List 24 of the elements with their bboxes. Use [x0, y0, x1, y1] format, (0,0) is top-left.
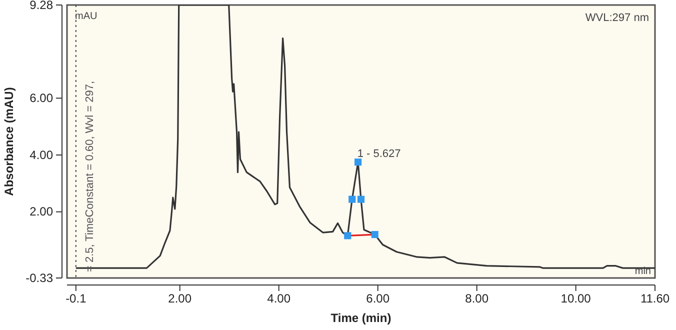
annotation: = 2.5, TimeConstant = 0.60, Wvl = 297,	[84, 80, 96, 272]
annotation: min	[634, 266, 651, 277]
y-tick-label: 4.00	[30, 148, 54, 162]
x-tick-label: 6.00	[366, 292, 390, 306]
point	[348, 196, 356, 203]
point	[354, 158, 362, 166]
x-tick-label: 4.00	[267, 292, 291, 306]
point	[371, 231, 378, 238]
x-tick-label: 10.00	[560, 292, 592, 306]
y-tick-label: 6.00	[30, 91, 54, 106]
y-tick-label: 9.28	[30, 0, 54, 12]
x-tick-label: 2.00	[168, 292, 192, 306]
x-tick-label: 8.00	[465, 292, 489, 306]
annotation: mAU	[75, 11, 98, 22]
point	[357, 196, 365, 203]
x-tick-label: -0.1	[66, 292, 87, 306]
y-tick-label: -0.33	[26, 270, 54, 285]
x-axis-title: Time (min)	[330, 311, 392, 325]
point	[344, 232, 352, 240]
annotation: WVL:297 nm	[585, 12, 649, 24]
x-tick-label: 11.60	[640, 292, 670, 306]
y-axis-title: Absorbance (mAU)	[2, 87, 16, 196]
y-tick-label: 2.00	[30, 204, 54, 219]
annotation: 1 - 5.627	[357, 148, 401, 160]
